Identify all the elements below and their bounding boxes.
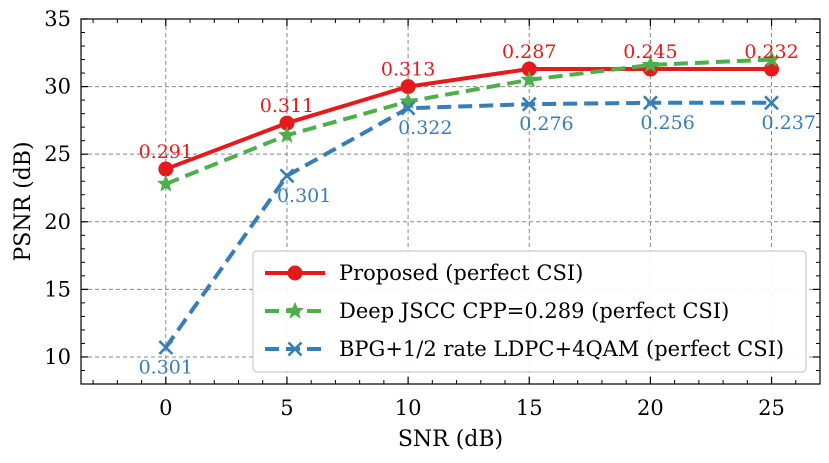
y-tick-label: 35 — [44, 7, 71, 31]
y-tick-label: 20 — [44, 210, 71, 234]
legend-box — [252, 250, 807, 373]
legend-label: BPG+1/2 rate LDPC+4QAM (perfect CSI) — [339, 337, 784, 361]
x-tick-label: 15 — [516, 396, 543, 420]
data-point-deep-jscc-cpp-0-289-perfect-csi — [156, 174, 175, 192]
data-label: 0.287 — [502, 41, 556, 63]
data-label: 0.311 — [260, 95, 314, 117]
data-label: 0.313 — [381, 59, 435, 81]
legend-swatch-marker — [287, 265, 303, 281]
data-point-bpg-1-2-rate-ldpc-4qam-perfect-csi — [764, 95, 779, 111]
x-tick-label: 25 — [758, 396, 785, 420]
data-point-deep-jscc-cpp-0-289-perfect-csi — [278, 125, 296, 143]
legend-entry-bpg-1-2-rate-ldpc-4qam-perfect-csi: BPG+1/2 rate LDPC+4QAM (perfect CSI) — [265, 337, 784, 361]
data-point-deep-jscc-cpp-0-289-perfect-csi — [399, 92, 417, 110]
series-line-bpg-1-2-rate-ldpc-4qam-perfect-csi — [164, 100, 772, 349]
data-point-proposed-perfect-csi — [764, 61, 780, 77]
data-labels: 0.291 0.311 0.313 0.287 0.245 0.232 0.301 0.301… — [139, 41, 816, 378]
legend-label: Deep JSCC CPP=0.289 (perfect CSI) — [339, 299, 729, 323]
data-label: 0.237 — [762, 112, 816, 134]
data-label: 0.256 — [640, 112, 694, 134]
y-tick-label: 10 — [44, 345, 71, 369]
x-tick-label: 0 — [159, 396, 172, 420]
axis-ticks: 0 5 10 15 20 25 10 15 20 25 30 35 — [44, 7, 821, 420]
data-point-bpg-1-2-rate-ldpc-4qam-perfect-csi — [279, 168, 295, 184]
series-bpg-1-2-rate-ldpc-4qam-perfect-csi — [158, 95, 779, 355]
x-tick-label: 20 — [637, 396, 664, 420]
legend-entry-proposed-perfect-csi: Proposed (perfect CSI) — [265, 261, 583, 285]
data-point-bpg-1-2-rate-ldpc-4qam-perfect-csi — [158, 340, 174, 355]
legend-label: Proposed (perfect CSI) — [339, 261, 583, 285]
data-point-deep-jscc-cpp-0-289-perfect-csi — [520, 70, 539, 88]
data-label: 0.322 — [398, 117, 452, 139]
data-label: 0.276 — [519, 113, 573, 135]
y-axis-label: PSNR (dB) — [11, 141, 36, 261]
data-label: 0.301 — [139, 357, 193, 379]
data-point-deep-jscc-cpp-0-289-perfect-csi — [762, 50, 781, 68]
y-tick-label: 25 — [44, 142, 71, 166]
data-label: 0.301 — [277, 185, 331, 207]
data-point-bpg-1-2-rate-ldpc-4qam-perfect-csi — [642, 95, 658, 111]
data-point-proposed-perfect-csi — [158, 161, 174, 177]
legend: Proposed (perfect CSI) Deep JSCC CPP=0.28… — [252, 250, 807, 373]
x-axis-label: SNR (dB) — [398, 427, 503, 452]
y-tick-label: 15 — [44, 277, 71, 301]
series-layer — [156, 50, 781, 355]
data-point-proposed-perfect-csi — [400, 79, 416, 95]
data-label: 0.245 — [623, 41, 677, 63]
series-line-proposed-perfect-csi — [165, 67, 772, 171]
data-point-deep-jscc-cpp-0-289-perfect-csi — [641, 55, 660, 73]
data-point-bpg-1-2-rate-ldpc-4qam-perfect-csi — [521, 96, 537, 112]
plot-frame — [80, 18, 821, 385]
data-point-bpg-1-2-rate-ldpc-4qam-perfect-csi — [400, 100, 416, 116]
data-label: 0.291 — [139, 141, 193, 163]
legend-entry-deep-jscc-cpp-0-289-perfect-csi: Deep JSCC CPP=0.289 (perfect CSI) — [265, 299, 729, 323]
series-line-deep-jscc-cpp-0-289-perfect-csi — [165, 57, 772, 186]
legend-swatch-marker — [287, 341, 303, 357]
x-tick-label: 10 — [395, 396, 422, 420]
legend-swatch-marker — [286, 301, 304, 319]
y-tick-label: 30 — [44, 75, 71, 99]
data-label: 0.232 — [744, 41, 798, 63]
x-tick-label: 5 — [280, 396, 293, 420]
series-deep-jscc-cpp-0-289-perfect-csi — [156, 50, 781, 192]
